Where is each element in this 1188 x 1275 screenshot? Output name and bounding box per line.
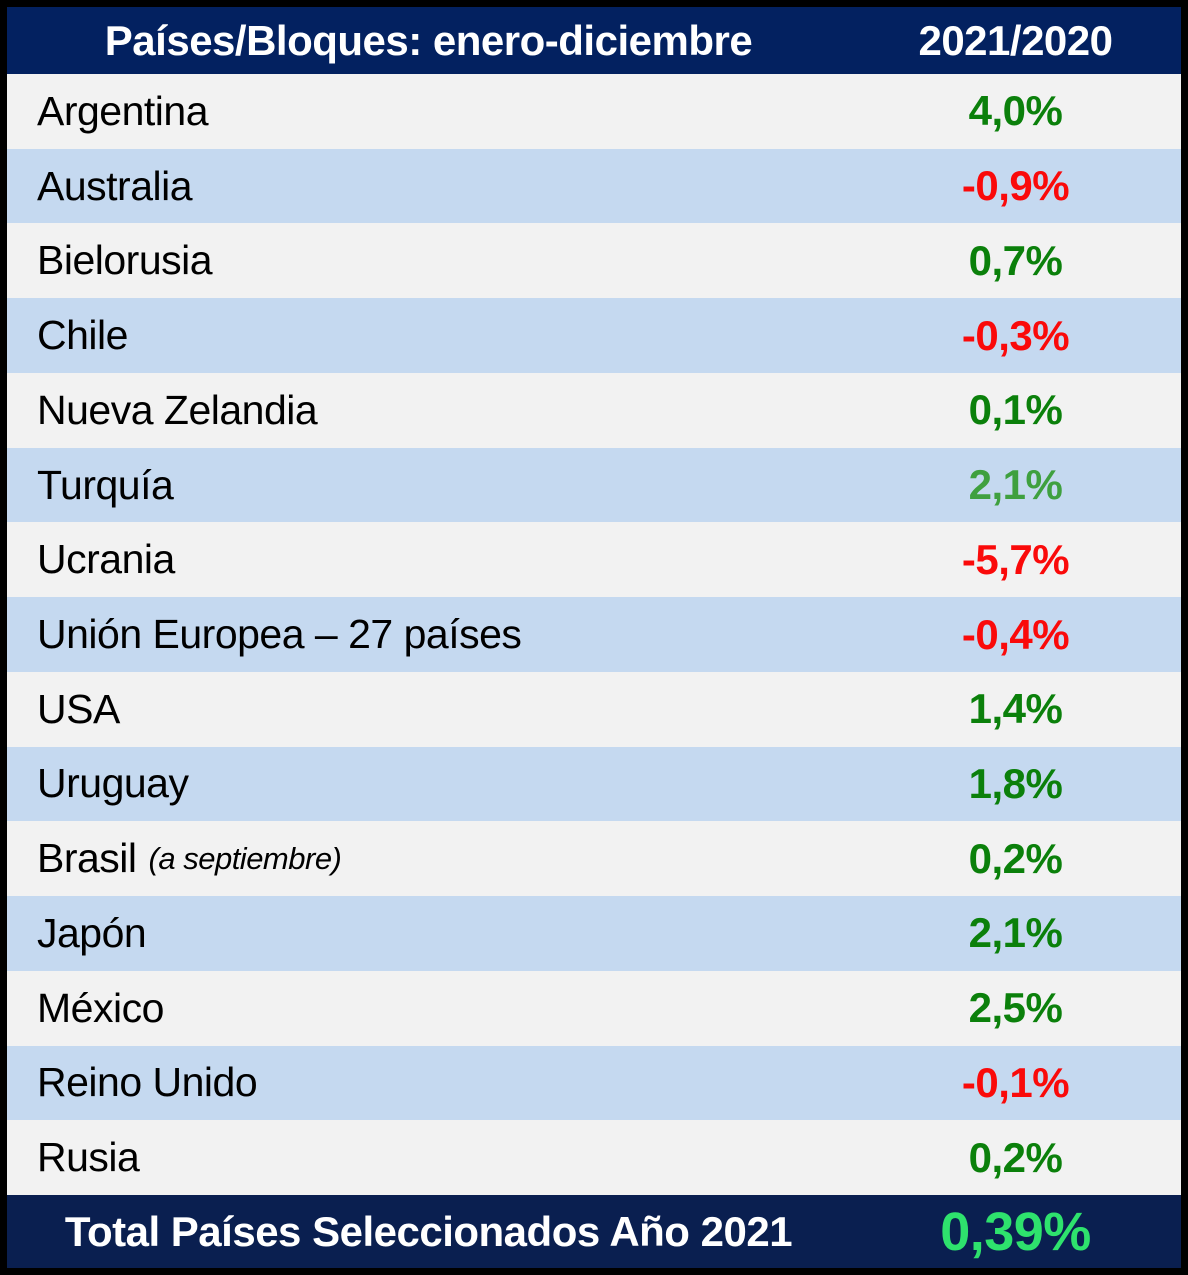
table-row: Japón 2,1% <box>7 896 1181 971</box>
percent-value: 0,7% <box>968 236 1063 284</box>
table-row: Reino Unido -0,1% <box>7 1045 1181 1121</box>
footer-label-cell: Total Países Seleccionados Año 2021 <box>7 1208 850 1256</box>
value-cell: 0,2% <box>850 835 1181 883</box>
header-period-cell: 2021/2020 <box>850 17 1181 65</box>
period-column-header: 2021/2020 <box>918 16 1113 64</box>
table-row: Rusia 0,2% <box>7 1120 1181 1196</box>
country-note: (a septiembre) <box>148 840 342 876</box>
country-label: Rusia <box>37 1134 140 1181</box>
table-row: Chile -0,3% <box>7 298 1181 373</box>
footer-total-value: 0,39% <box>940 1201 1091 1262</box>
percent-value: 0,2% <box>968 1133 1063 1181</box>
country-cell: Brasil (a septiembre) <box>7 835 850 882</box>
percent-value: -0,3% <box>961 311 1070 359</box>
percent-value: -0,4% <box>961 610 1070 658</box>
table-row: Brasil (a septiembre) 0,2% <box>7 821 1181 897</box>
table-row: Argentina 4,0% <box>7 74 1181 149</box>
percent-value: 2,5% <box>968 984 1063 1032</box>
value-cell: 1,4% <box>850 685 1181 733</box>
country-label: Reino Unido <box>37 1059 258 1106</box>
table-row: USA 1,4% <box>7 671 1181 747</box>
value-cell: -0,9% <box>850 162 1181 210</box>
table-body: Argentina 4,0% Australia -0,9% Bielorusi… <box>7 74 1181 1196</box>
percent-value: 2,1% <box>968 909 1063 957</box>
country-label: Nueva Zelandia <box>37 386 318 433</box>
country-cell: México <box>7 985 850 1032</box>
table-row: Turquía 2,1% <box>7 447 1181 523</box>
country-cell: Argentina <box>7 88 850 135</box>
percent-value: -5,7% <box>961 535 1070 583</box>
country-label: USA <box>37 685 120 732</box>
country-label: Japón <box>37 909 147 956</box>
value-cell: -5,7% <box>850 536 1181 584</box>
value-cell: -0,4% <box>850 611 1181 659</box>
country-label: Unión Europea – 27 países <box>37 611 522 657</box>
country-cell: USA <box>7 686 850 733</box>
value-cell: 2,5% <box>850 984 1181 1032</box>
country-cell: Japón <box>7 910 850 957</box>
percent-value: 2,1% <box>968 461 1063 509</box>
table-row: Nueva Zelandia 0,1% <box>7 372 1181 448</box>
percent-value: 0,1% <box>968 386 1063 434</box>
table-row: México 2,5% <box>7 970 1181 1046</box>
table-row: Uruguay 1,8% <box>7 746 1181 822</box>
percent-value: 0,2% <box>968 834 1063 882</box>
value-cell: 0,2% <box>850 1134 1181 1182</box>
country-cell: Ucrania <box>7 536 850 583</box>
country-cell: Uruguay <box>7 760 850 807</box>
table-inner: Países/Bloques: enero-diciembre 2021/202… <box>7 7 1181 1268</box>
percent-value: 1,4% <box>968 685 1063 733</box>
table-header-row: Países/Bloques: enero-diciembre 2021/202… <box>7 7 1181 74</box>
table-row: Australia -0,9% <box>7 148 1181 224</box>
country-label: Ucrania <box>37 536 175 583</box>
country-cell: Nueva Zelandia <box>7 387 850 434</box>
value-cell: 0,7% <box>850 237 1181 285</box>
country-label: Chile <box>37 312 128 359</box>
country-cell: Rusia <box>7 1134 850 1181</box>
country-label: Australia <box>37 162 193 209</box>
country-cell: Reino Unido <box>7 1059 850 1106</box>
table-row: Bielorusia 0,7% <box>7 223 1181 299</box>
value-cell: 4,0% <box>850 87 1181 135</box>
country-label: Brasil <box>37 835 137 882</box>
country-label: Argentina <box>37 87 209 134</box>
value-cell: -0,1% <box>850 1059 1181 1107</box>
value-cell: -0,3% <box>850 312 1181 360</box>
country-label: Uruguay <box>37 760 189 807</box>
footer-total-label: Total Países Seleccionados Año 2021 <box>64 1207 793 1255</box>
table-title: Países/Bloques: enero-diciembre <box>104 16 753 64</box>
country-label: Bielorusia <box>37 237 213 284</box>
value-cell: 2,1% <box>850 461 1181 509</box>
footer-value-cell: 0,39% <box>850 1201 1181 1263</box>
value-cell: 1,8% <box>850 760 1181 808</box>
header-title-cell: Países/Bloques: enero-diciembre <box>7 17 850 65</box>
table-row: Ucrania -5,7% <box>7 522 1181 598</box>
percent-value: 4,0% <box>968 87 1063 135</box>
country-label: México <box>37 984 164 1031</box>
country-label: Turquía <box>37 461 174 508</box>
table-row: Unión Europea – 27 países -0,4% <box>7 597 1181 672</box>
value-cell: 2,1% <box>850 909 1181 957</box>
percent-value: 1,8% <box>968 759 1063 807</box>
country-cell: Unión Europea – 27 países <box>7 611 850 658</box>
country-cell: Bielorusia <box>7 237 850 284</box>
percent-value: -0,9% <box>961 162 1070 210</box>
country-cell: Turquía <box>7 462 850 509</box>
percent-value: -0,1% <box>961 1058 1070 1106</box>
value-cell: 0,1% <box>850 386 1181 434</box>
country-cell: Chile <box>7 312 850 359</box>
table-footer-row: Total Países Seleccionados Año 2021 0,39… <box>7 1195 1181 1268</box>
country-cell: Australia <box>7 163 850 210</box>
